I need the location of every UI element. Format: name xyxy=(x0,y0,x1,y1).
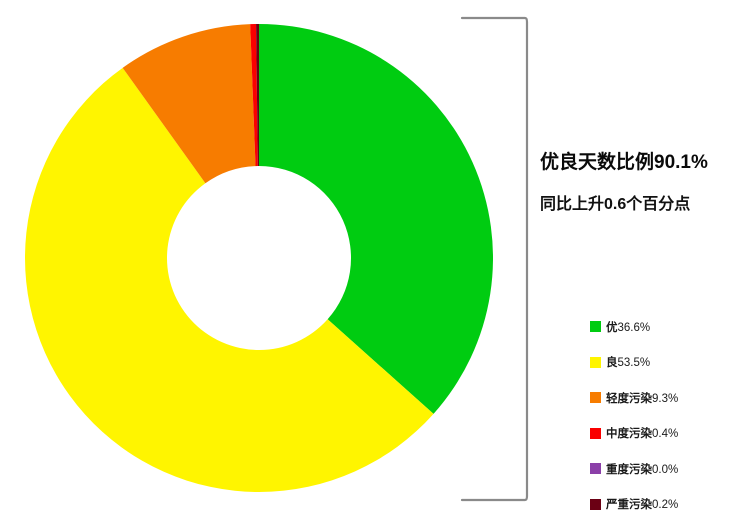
legend-label-value: 36.6% xyxy=(617,321,651,334)
legend-swatch-icon xyxy=(590,427,601,439)
legend-label-name: 中度污染 xyxy=(606,428,652,441)
legend-swatch-icon xyxy=(590,356,601,368)
legend-label: 中度污染0.4% xyxy=(606,425,678,441)
legend-label-name: 优 xyxy=(606,321,618,334)
legend-item-0[interactable]: 优36.6% xyxy=(590,309,750,345)
chart-legend: 优36.6% 良53.5% 轻度污染9.3% 中度污染0.4% 重度污染0.0% 严重污染… xyxy=(590,309,750,522)
callout-text-block: 优良天数比例90.1% 同比上升0.6个百分点 xyxy=(540,150,750,216)
legend-label: 优36.6% xyxy=(606,319,650,335)
donut-slice-1[interactable] xyxy=(25,67,434,492)
legend-label: 良53.5% xyxy=(606,354,650,370)
legend-item-5[interactable]: 严重污染0.2% xyxy=(590,487,750,522)
legend-label-value: 0.2% xyxy=(652,499,679,512)
donut-slice-0[interactable] xyxy=(259,24,494,414)
bracket-svg xyxy=(460,16,529,502)
legend-swatch-icon xyxy=(590,392,601,404)
legend-item-4[interactable]: 重度污染0.0% xyxy=(590,451,750,487)
callout-title: 优良天数比例90.1% xyxy=(540,152,708,173)
legend-label-value: 53.5% xyxy=(617,357,651,370)
legend-item-1[interactable]: 良53.5% xyxy=(590,345,750,381)
legend-label-name: 重度污染 xyxy=(606,463,652,476)
legend-item-3[interactable]: 中度污染0.4% xyxy=(590,416,750,452)
legend-swatch-icon xyxy=(590,321,601,333)
legend-label-value: 0.4% xyxy=(652,428,679,441)
bracket-annotation xyxy=(430,0,550,522)
donut-slice-group xyxy=(25,24,494,492)
legend-label-value: 0.0% xyxy=(652,463,679,476)
callout-subtitle: 同比上升0.6个百分点 xyxy=(540,196,691,213)
legend-label: 严重污染0.2% xyxy=(606,496,678,512)
legend-swatch-icon xyxy=(590,463,601,475)
legend-label: 轻度污染9.3% xyxy=(606,390,678,406)
legend-label-name: 良 xyxy=(606,357,618,370)
legend-label-value: 9.3% xyxy=(652,392,679,405)
legend-item-2[interactable]: 轻度污染9.3% xyxy=(590,380,750,416)
legend-swatch-icon xyxy=(590,498,601,510)
legend-label-name: 严重污染 xyxy=(606,499,652,512)
donut-slice-2[interactable] xyxy=(122,24,256,184)
bracket-path xyxy=(460,16,529,502)
legend-label-name: 轻度污染 xyxy=(606,392,652,405)
donut-slice-3[interactable] xyxy=(250,24,258,167)
donut-slice-5[interactable] xyxy=(256,24,259,167)
legend-label: 重度污染0.0% xyxy=(606,461,678,477)
